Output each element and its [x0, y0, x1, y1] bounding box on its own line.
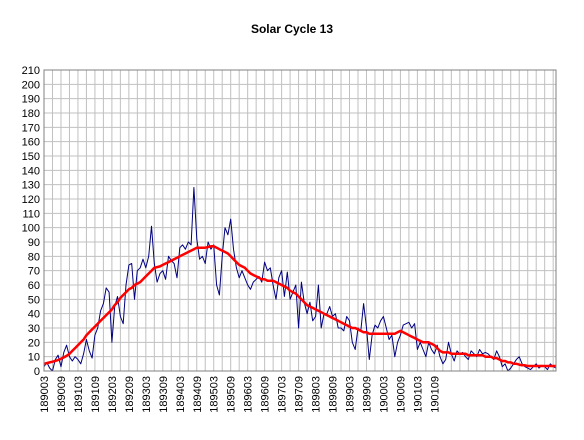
y-tick-label: 10: [28, 352, 40, 364]
y-tick-label: 200: [22, 79, 40, 91]
x-tick-label: 190109: [429, 376, 441, 413]
y-tick-label: 110: [22, 208, 40, 220]
x-tick-label: 190009: [395, 376, 407, 413]
y-tick-label: 210: [22, 65, 40, 77]
y-tick-label: 180: [22, 108, 40, 120]
y-tick-label: 190: [22, 94, 40, 106]
y-tick-label: 30: [28, 323, 40, 335]
x-tick-label: 189309: [158, 376, 170, 413]
x-tick-label: 189403: [175, 376, 187, 413]
x-tick-label: 189703: [277, 376, 289, 413]
x-tick-label: 189209: [124, 376, 136, 413]
x-tick-label: 190003: [378, 376, 390, 413]
plot-frame: [43, 69, 557, 372]
x-tick-label: 189509: [226, 376, 238, 413]
y-tick-label: 20: [28, 337, 40, 349]
chart-title: Solar Cycle 13: [251, 22, 333, 36]
x-tick-label: 189003: [39, 376, 51, 413]
series-layer: [43, 187, 557, 372]
y-tick-label: 70: [28, 266, 40, 278]
y-tick-label: 0: [34, 366, 40, 378]
x-axis-tick-labels: 189003 189009 189103 189109 189203 189209 1893…: [39, 376, 441, 413]
x-tick-label: 189609: [260, 376, 272, 413]
x-tick-label: 189009: [56, 376, 68, 413]
y-tick-label: 60: [28, 280, 40, 292]
x-tick-label: 189203: [107, 376, 119, 413]
x-tick-label: 189909: [361, 376, 373, 413]
y-tick-label: 160: [22, 137, 40, 149]
x-tick-label: 190103: [412, 376, 424, 413]
x-tick-label: 189503: [209, 376, 221, 413]
y-tick-label: 130: [22, 180, 40, 192]
x-tick-label: 189803: [311, 376, 323, 413]
y-tick-label: 90: [28, 237, 40, 249]
x-tick-label: 189409: [192, 376, 204, 413]
y-axis-tick-labels: 0 10 20 30 40 50 60 70 80 90 100 110 120 130 140 150 160…: [22, 65, 40, 378]
y-tick-label: 170: [22, 122, 40, 134]
x-tick-label: 189603: [243, 376, 255, 413]
grid: [43, 69, 556, 372]
y-tick-label: 120: [22, 194, 40, 206]
y-tick-label: 140: [22, 165, 40, 177]
y-tick-label: 100: [22, 223, 40, 235]
smoothed-series-line: [43, 245, 556, 368]
y-tick-label: 80: [28, 251, 40, 263]
y-tick-label: 150: [22, 151, 40, 163]
monthly-series-line: [43, 187, 557, 372]
x-tick-label: 189709: [294, 376, 306, 413]
y-tick-label: 40: [28, 309, 40, 321]
x-tick-label: 189109: [90, 376, 102, 413]
x-tick-label: 189809: [328, 376, 340, 413]
x-tick-label: 189903: [345, 376, 357, 413]
y-tick-label: 50: [28, 294, 40, 306]
x-tick-label: 189103: [73, 376, 85, 413]
x-tick-label: 189303: [141, 376, 153, 413]
